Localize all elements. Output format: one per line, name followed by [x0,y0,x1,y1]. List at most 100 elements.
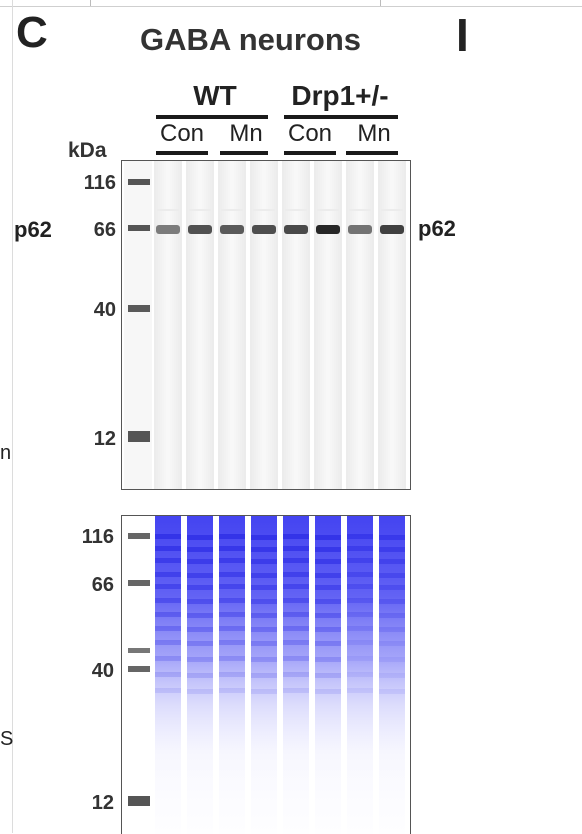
total-protein-lane [379,516,405,834]
protein-band [219,546,245,551]
group-bar-wt [156,115,268,119]
left-edge-fragment: n [0,442,12,464]
protein-band [347,640,373,645]
ladder-band-66 [128,225,150,231]
protein-band [283,626,309,631]
protein-band [379,559,405,564]
marker-label-40: 40 [91,660,114,682]
protein-band [155,640,181,645]
group-label-drp1: Drp1+/- [291,80,389,111]
protein-band [155,558,181,563]
protein-band [347,558,373,563]
protein-label-right: p62 [418,216,456,241]
protein-band [187,535,213,540]
marker-label-116: 116 [81,526,114,548]
protein-band [251,673,277,678]
sample-lane [346,161,374,489]
protein-band [219,656,245,661]
total-protein-lane [315,516,341,834]
protein-band [155,534,181,539]
figure-title: GABA neurons [140,22,362,57]
left-edge-fragment: S [0,728,14,750]
faint-band [253,209,275,211]
condition-label: Mn [357,120,391,147]
ladder-band-116 [128,179,150,185]
p62-band [188,225,212,234]
protein-band [187,573,213,578]
protein-band [315,535,341,540]
ladder-band-40 [128,305,150,312]
sample-lane [218,161,246,489]
protein-band [379,599,405,604]
protein-band [187,585,213,590]
frame-top-line [0,6,582,7]
protein-band [187,613,213,618]
protein-band [347,598,373,603]
protein-band [315,585,341,590]
protein-band [155,572,181,577]
total-protein-blot [121,515,411,834]
protein-band [187,627,213,632]
condition-bar [156,151,208,155]
marker-label-66: 66 [91,574,114,596]
protein-band [155,672,181,677]
p62-band [348,225,372,234]
protein-band [315,673,341,678]
protein-band [251,599,277,604]
protein-band [347,656,373,661]
protein-band [283,546,309,551]
kda-label: kDa [68,139,107,162]
protein-band [155,612,181,617]
protein-band [283,640,309,645]
ladder-lane [128,533,150,806]
p62-band [316,225,340,234]
protein-band [283,534,309,539]
sample-lane [282,161,310,489]
protein-band [283,572,309,577]
p62-band [156,225,180,234]
protein-band [187,547,213,552]
protein-band [219,598,245,603]
protein-band [315,599,341,604]
protein-band [251,689,277,694]
total-protein-lane [219,516,245,834]
protein-band [283,598,309,603]
protein-band [283,612,309,617]
panel-letter: C [16,8,48,57]
protein-band [347,572,373,577]
protein-band [283,558,309,563]
sample-lane [250,161,278,489]
protein-band [315,573,341,578]
protein-band [251,657,277,662]
protein-band [283,688,309,693]
protein-band [347,672,373,677]
protein-band [219,584,245,589]
protein-band [219,672,245,677]
ladder-band-60 [128,648,150,653]
protein-band [251,547,277,552]
p62-band [380,225,404,234]
protein-band [251,613,277,618]
p62-western-blot [121,160,411,490]
protein-band [379,585,405,590]
protein-band [315,689,341,694]
condition-bar [284,151,336,155]
protein-band [315,613,341,618]
total-protein-lane [187,516,213,834]
condition-label: Con [287,120,333,147]
protein-band [219,558,245,563]
condition-label: Con [159,120,205,147]
faint-band [381,209,403,211]
protein-band [219,688,245,693]
protein-band [155,688,181,693]
faint-band [157,209,179,211]
p62-band [220,225,244,234]
p62-band [284,225,308,234]
protein-band [283,672,309,677]
ladder-lane [124,161,152,489]
protein-band [283,656,309,661]
protein-band [315,559,341,564]
marker-label-66: 66 [93,219,116,241]
protein-band [187,599,213,604]
ladder-band-66 [128,580,150,586]
